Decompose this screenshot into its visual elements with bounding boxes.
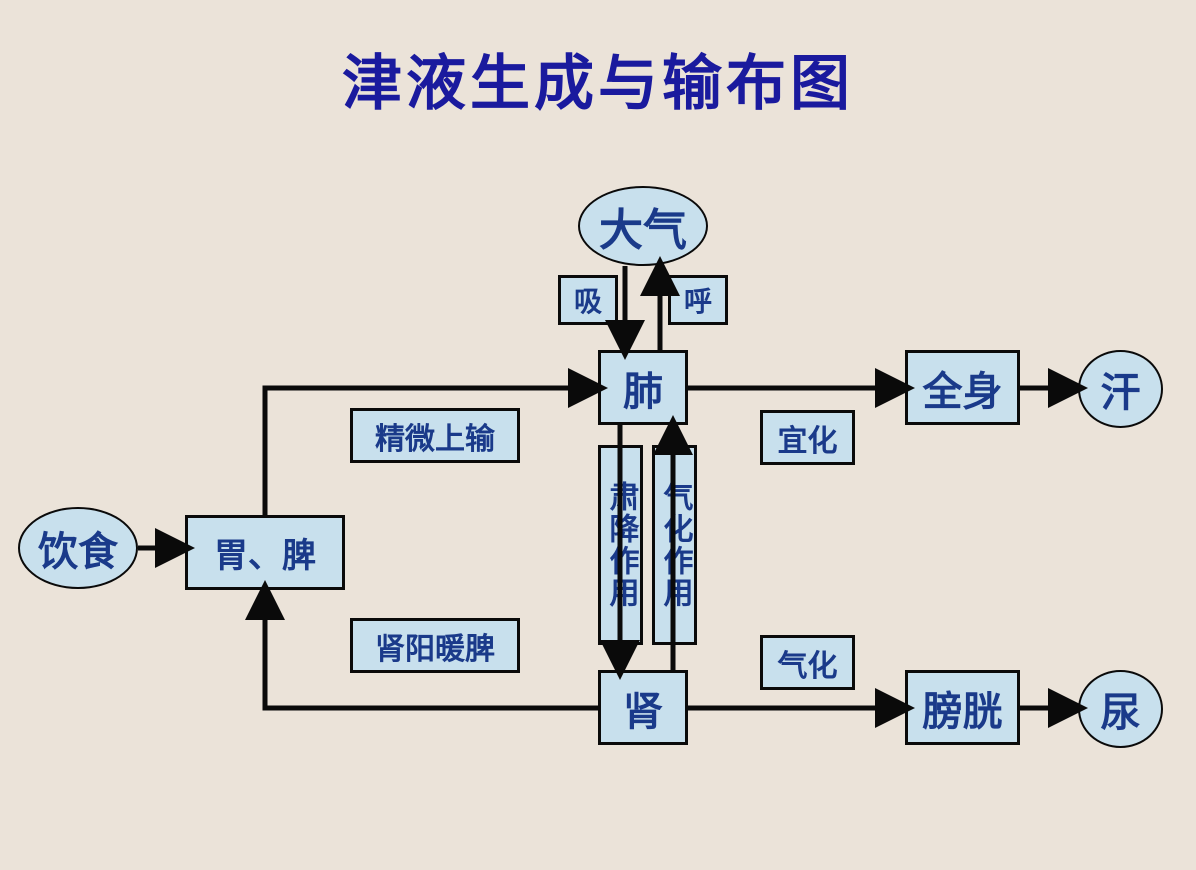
label-sujiang: 肃降作用 bbox=[598, 445, 643, 645]
node-label: 饮食 bbox=[38, 519, 118, 577]
node-shen: 肾 bbox=[598, 670, 688, 745]
edge-label: 气化作用 bbox=[653, 481, 697, 609]
node-label: 胃、脾 bbox=[214, 528, 316, 577]
node-quanshen: 全身 bbox=[905, 350, 1020, 425]
node-han: 汗 bbox=[1078, 350, 1163, 428]
node-label: 膀胱 bbox=[923, 679, 1003, 737]
node-niao: 尿 bbox=[1078, 670, 1163, 748]
node-label: 大气 bbox=[599, 194, 687, 258]
edge-label: 肾阳暖脾 bbox=[375, 624, 495, 668]
label-qihua: 气化 bbox=[760, 635, 855, 690]
node-fei: 肺 bbox=[598, 350, 688, 425]
edge-label: 肃降作用 bbox=[599, 481, 643, 609]
node-weipi: 胃、脾 bbox=[185, 515, 345, 590]
node-label: 汗 bbox=[1101, 360, 1141, 418]
label-qihuazy: 气化作用 bbox=[652, 445, 697, 645]
edge-label: 精微上输 bbox=[375, 414, 495, 458]
edge-label: 呼 bbox=[684, 280, 712, 320]
node-pangguang: 膀胱 bbox=[905, 670, 1020, 745]
label-jingwei: 精微上输 bbox=[350, 408, 520, 463]
edge-label: 气化 bbox=[778, 641, 838, 685]
label-shenyang: 肾阳暖脾 bbox=[350, 618, 520, 673]
node-daqi: 大气 bbox=[578, 186, 708, 266]
node-label: 肾 bbox=[623, 679, 663, 737]
edge-label: 宜化 bbox=[778, 416, 838, 460]
node-label: 全身 bbox=[923, 359, 1003, 417]
label-hu: 呼 bbox=[668, 275, 728, 325]
label-xi: 吸 bbox=[558, 275, 618, 325]
node-label: 尿 bbox=[1101, 680, 1141, 738]
node-label: 肺 bbox=[623, 359, 663, 417]
label-xuanhua: 宜化 bbox=[760, 410, 855, 465]
diagram-title: 津液生成与输布图 bbox=[342, 35, 854, 122]
edge-label: 吸 bbox=[574, 280, 602, 320]
node-yinshi: 饮食 bbox=[18, 507, 138, 589]
